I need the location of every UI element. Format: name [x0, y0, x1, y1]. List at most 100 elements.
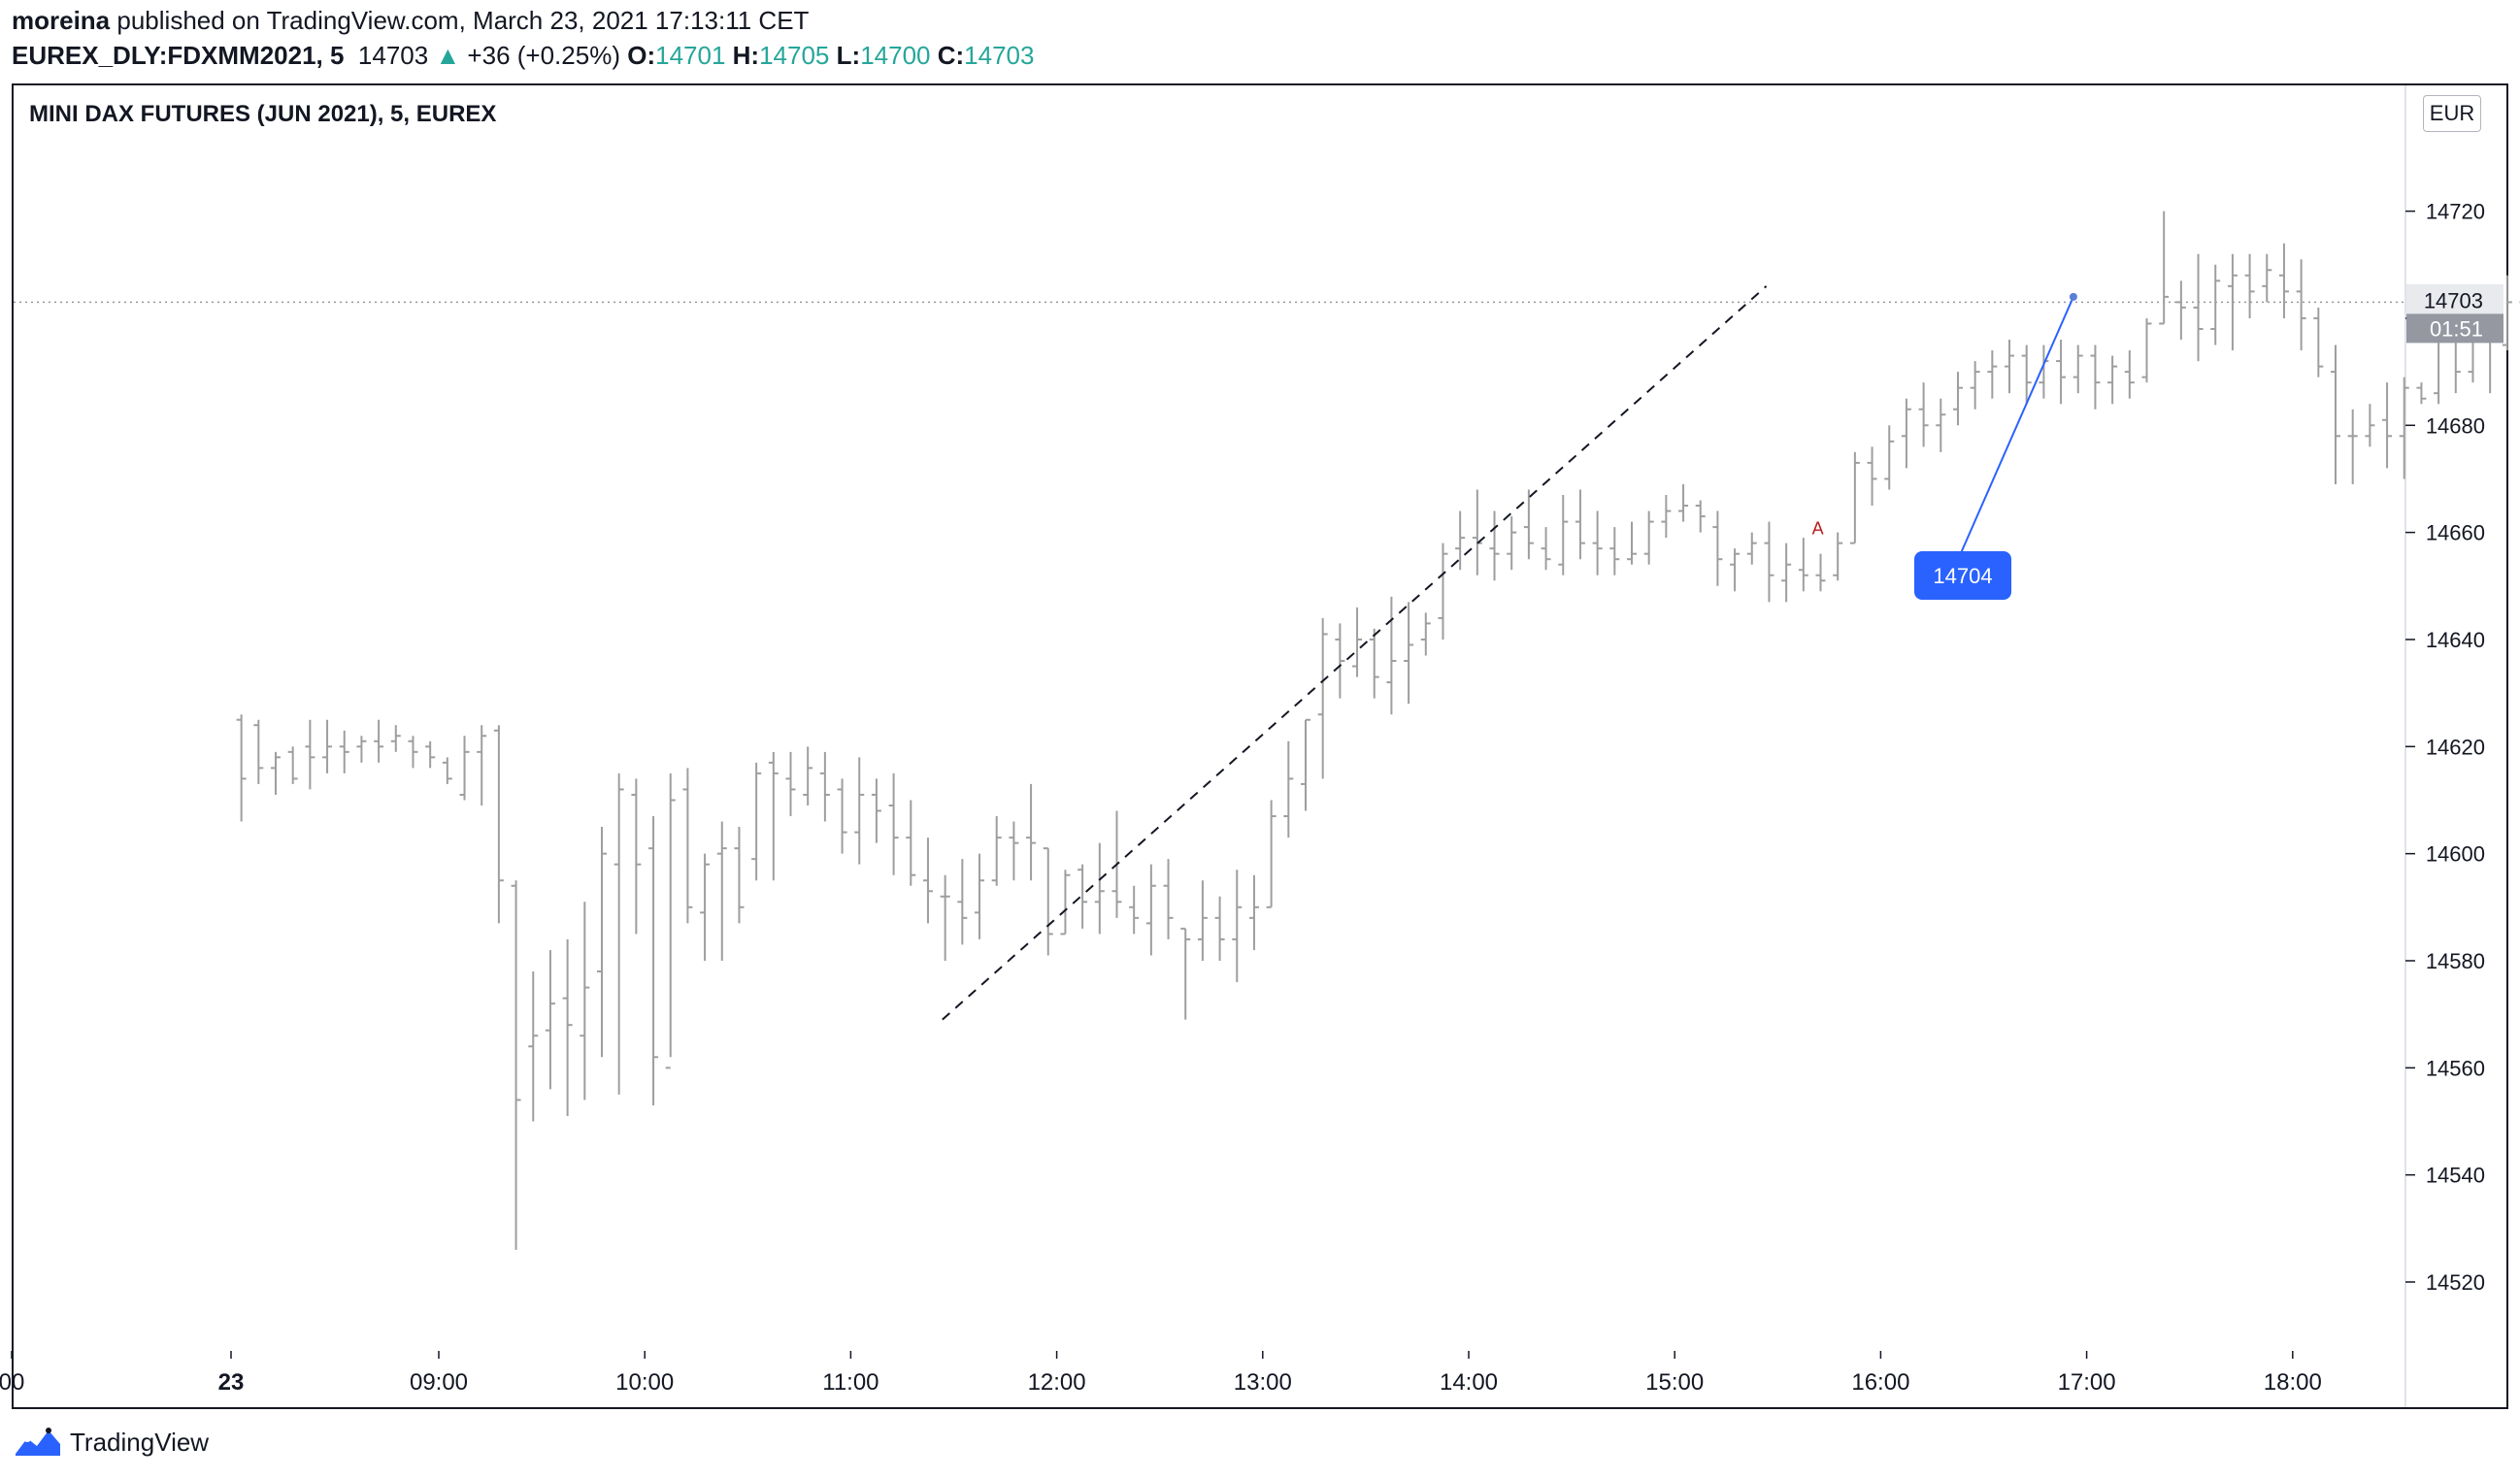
ohlc-bar	[1301, 718, 1311, 811]
ohlc-bar	[459, 736, 470, 801]
ohlc-bar	[2347, 409, 2358, 484]
ohlc-bar	[922, 838, 933, 924]
ohlc-bar	[1180, 927, 1191, 1020]
ohlc-bar	[975, 853, 985, 939]
brand-name[interactable]: TradingView	[70, 1427, 210, 1457]
author-name[interactable]: moreina	[12, 6, 111, 35]
time-tick-label: 13:00	[1234, 1369, 1292, 1396]
ohlc-bar	[1695, 500, 1706, 533]
open-value: 14701	[655, 41, 726, 70]
ohlc-bar	[734, 827, 745, 924]
ohlc-bar	[940, 874, 950, 961]
ohlc-bar	[2056, 340, 2067, 405]
ohlc-bar	[716, 821, 727, 961]
ohlc-bar	[1369, 628, 1379, 699]
ohlc-bar	[356, 736, 367, 763]
current-price-value: 14703	[2424, 288, 2483, 312]
symbol-info: EUREX_DLY:FDXMM2021, 5 14703 ▲ +36 (+0.2…	[12, 41, 1034, 71]
marker-a-label: A	[1812, 519, 1824, 539]
ohlc-bar	[1078, 864, 1088, 929]
ohlc-bar	[1918, 382, 1929, 447]
ohlc-bar	[1987, 350, 1998, 399]
ohlc-bar	[408, 736, 418, 769]
ohlc-bar	[2021, 345, 2032, 405]
ohlc-bar	[1317, 617, 1328, 779]
ohlc-bar	[1833, 532, 1843, 581]
ohlc-bar	[1867, 446, 1877, 507]
low-value: 14700	[860, 41, 931, 70]
ohlc-bar	[2416, 382, 2427, 405]
time-tick-label: 12:00	[1028, 1369, 1086, 1396]
ohlc-bar	[2090, 345, 2101, 410]
ohlc-bar	[1575, 489, 1585, 560]
ohlc-bar	[1163, 859, 1174, 939]
ohlc-bar	[1026, 783, 1037, 881]
ohlc-bar	[1043, 847, 1053, 956]
ohlc-bar	[1472, 489, 1482, 575]
ohlc-bar	[854, 757, 865, 865]
ohlc-bar	[2193, 253, 2204, 362]
callout-anchor-dot	[2069, 292, 2077, 301]
ohlc-bar	[580, 902, 590, 1101]
ohlc-bar	[1489, 510, 1500, 581]
ohlc-bar	[1009, 821, 1019, 881]
ohlc-bar	[271, 751, 282, 795]
ohlc-bar	[477, 725, 487, 805]
time-tick-label: 10:00	[615, 1369, 674, 1396]
ohlc-bar	[2175, 280, 2186, 341]
ohlc-bar	[1849, 451, 1860, 544]
ohlc-bar	[2502, 275, 2512, 351]
ohlc-bar	[2331, 345, 2341, 484]
ohlc-bar	[2141, 317, 2152, 383]
ohlc-bar	[1746, 532, 1757, 565]
ohlc-bar	[1283, 740, 1294, 838]
ohlc-bar	[236, 714, 247, 822]
footer-branding: TradingView	[14, 1427, 209, 1458]
ohlc-bar	[1764, 521, 1774, 603]
ohlc-bar	[2296, 259, 2306, 351]
trend-line	[942, 285, 1768, 1021]
ohlc-bar	[1335, 623, 1345, 699]
price-tick-label: 14620	[2426, 735, 2485, 759]
ohlc-bar	[1438, 542, 1448, 640]
ohlc-bar	[493, 725, 504, 924]
current-price-tag-top	[2406, 284, 2503, 314]
ohlc-bar	[2262, 253, 2272, 303]
ohlc-bar	[1197, 880, 1208, 961]
ohlc-bar	[665, 772, 676, 1069]
ohlc-bar	[2159, 211, 2170, 325]
ohlc-bar	[1884, 425, 1895, 490]
ohlc-bar	[1952, 372, 1963, 426]
time-tick-label: 23	[218, 1369, 245, 1396]
ohlc-bar	[596, 827, 607, 1058]
ohlc-bar	[545, 949, 555, 1090]
ohlc-bar	[871, 778, 881, 843]
ohlc-bar	[1248, 874, 1259, 950]
currency-button[interactable]: EUR	[2423, 95, 2481, 132]
tradingview-logo-icon[interactable]	[14, 1427, 62, 1458]
ohlc-bar	[991, 816, 1002, 886]
chart-frame[interactable]	[12, 83, 2508, 1409]
ohlc-bar	[1901, 398, 1911, 469]
price-tick-label: 14520	[2426, 1270, 2485, 1295]
ohlc-bar	[631, 778, 642, 935]
ohlc-bar	[1145, 864, 1156, 956]
high-label: H:	[732, 41, 760, 70]
time-tick-label: 17:00	[2058, 1369, 2116, 1396]
time-tick-label: 00	[0, 1369, 24, 1396]
ohlc-bar	[2072, 345, 2083, 394]
ohlc-bar	[1730, 548, 1741, 592]
symbol-name[interactable]: EUREX_DLY:FDXMM2021, 5	[12, 41, 345, 70]
price-tick-label: 14600	[2426, 842, 2485, 867]
ohlc-bar	[1420, 612, 1431, 656]
ohlc-bar	[442, 757, 452, 784]
ohlc-bar	[1214, 896, 1225, 961]
ohlc-bar	[253, 719, 264, 784]
ohlc-bar	[682, 768, 693, 924]
ohlc-bar	[751, 762, 762, 881]
ohlc-bar	[1404, 602, 1414, 705]
time-tick-label: 11:00	[822, 1369, 879, 1396]
time-tick-label: 15:00	[1645, 1369, 1704, 1396]
ohlc-bar	[1455, 510, 1466, 571]
